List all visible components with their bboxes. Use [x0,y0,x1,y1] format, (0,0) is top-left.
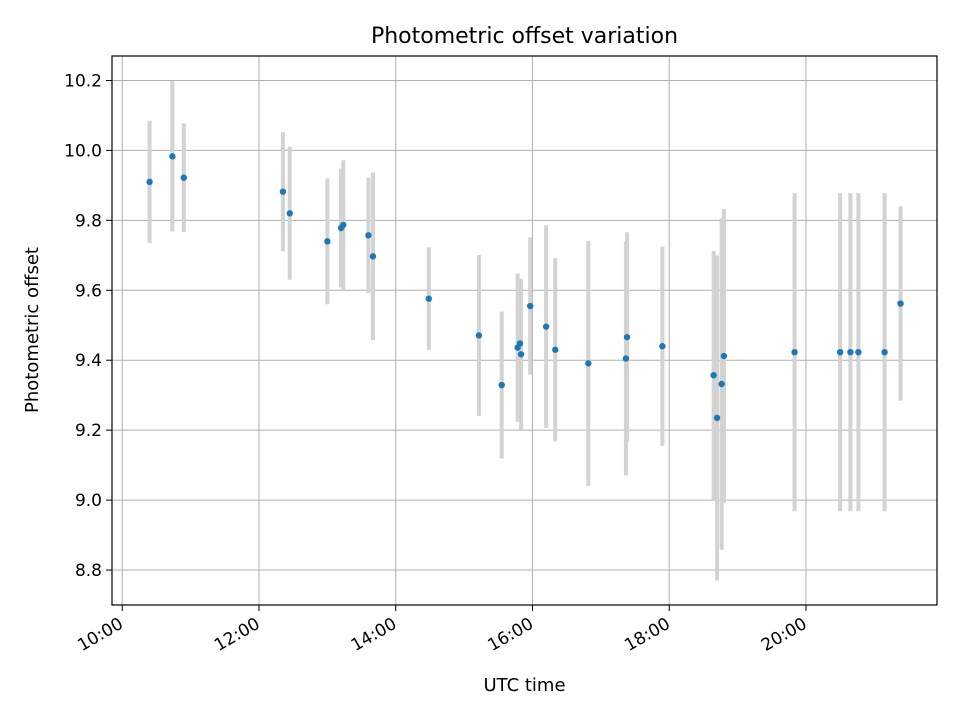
y-tick-label: 10.0 [64,141,102,161]
y-tick-label: 9.0 [75,491,102,511]
y-tick-label: 9.2 [75,421,102,441]
y-tick-label: 10.2 [64,71,102,91]
data-point [622,355,630,362]
data-point [498,381,505,389]
data-point [713,414,721,422]
data-point [552,346,559,353]
y-axis-ticks: 8.8 9.0 9.2 9.4 9.6 9.8 10.0 10.2 [64,71,112,581]
data-point [718,380,725,388]
data-point [881,348,888,356]
data-point [791,348,798,356]
data-point [836,348,844,356]
y-tick-label: 9.4 [75,351,102,371]
data-point [659,343,666,350]
grid [112,56,937,605]
data-point [475,332,483,339]
y-axis-label: Photometric offset [22,247,43,413]
data-point [710,372,717,379]
data-point [847,348,854,356]
data-point [286,210,293,217]
y-tick-label: 9.6 [75,281,102,301]
x-axis-label: UTC time [483,675,565,696]
data-point [180,174,187,181]
data-point [526,302,534,310]
data-point [720,352,728,360]
data-point [365,232,372,239]
data-point [279,188,287,195]
data-point [146,178,153,186]
data-point [425,295,432,302]
y-tick-label: 8.8 [75,561,102,581]
data-point [542,323,550,330]
y-tick-label: 9.8 [75,211,102,231]
chart-title: Photometric offset variation [371,24,678,49]
data-point [516,340,524,347]
data-points [146,153,904,422]
data-point [517,351,525,358]
plot-frame [111,55,938,606]
data-point [369,253,377,260]
data-point [324,238,331,245]
data-point [897,300,904,307]
data-point [855,348,862,356]
data-point [340,221,347,229]
data-point [623,333,631,341]
data-point [585,360,592,367]
data-point [169,153,176,160]
